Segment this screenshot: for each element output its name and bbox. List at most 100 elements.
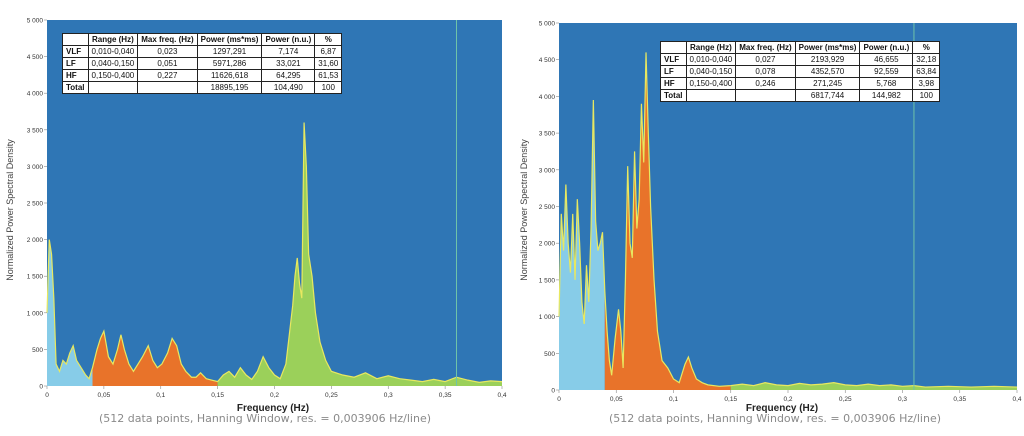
y-tick-label: 3 000: [539, 167, 556, 174]
table-cell: 2193,929: [794, 53, 861, 66]
table-row: HF 0,150-0,400 0,246 271,245 5,768 3,98: [660, 77, 941, 90]
x-tick-label: 0,15: [724, 396, 737, 403]
x-axis-label: Frequency (Hz): [745, 403, 819, 414]
y-tick-label: 0: [551, 388, 555, 395]
table-row: Total 6817,744 144,982 100: [660, 89, 941, 102]
y-tick-label: 1 000: [27, 310, 44, 317]
table-cell: 32,18: [912, 53, 941, 66]
y-tick-label: 4 000: [539, 94, 556, 101]
table-cell: [137, 81, 198, 94]
x-axis-label: Frequency (Hz): [236, 403, 310, 414]
table-cell: HF: [660, 77, 687, 90]
y-tick-label: 500: [544, 351, 555, 358]
table-cell: HF: [62, 69, 89, 82]
table-header-row: Range (Hz) Max freq. (Hz) Power (ms*ms) Pow…: [660, 41, 941, 54]
y-tick-label: 2 500: [539, 204, 556, 211]
table-row: VLF 0,010-0,040 0,023 1297,291 7,174 6,87: [62, 45, 343, 58]
y-tick-label: 4 500: [27, 54, 44, 61]
table-cell: 5971,286: [196, 57, 263, 70]
y-tick-label: 3 500: [539, 131, 556, 138]
y-tick-label: 5 000: [27, 18, 44, 25]
y-tick-label: 1 500: [27, 274, 44, 281]
y-tick-label: 2 000: [27, 237, 44, 244]
hrv-summary-table: Range (Hz) Max freq. (Hz) Power (ms*ms) Pow…: [660, 41, 941, 102]
chart-caption: (512 data points, Hanning Window, res. =…: [98, 412, 432, 425]
table-cell: 0,027: [735, 53, 796, 66]
chart-caption: (512 data points, Hanning Window, res. =…: [608, 412, 942, 425]
x-tick-label: 0,2: [783, 396, 792, 403]
table-header-cell: %: [912, 41, 941, 54]
table-row: LF 0,040-0,150 0,078 4352,570 92,559 63,84: [660, 65, 941, 78]
table-header-cell: Power (n.u.): [261, 33, 316, 46]
table-header-cell: Power (ms*ms): [196, 33, 263, 46]
x-tick-label: 0,1: [669, 396, 678, 403]
y-tick-label: 1 000: [539, 314, 556, 321]
table-cell: 0,246: [735, 77, 796, 90]
chart-panel-left: 0 500 1 000 1 500 2 000 2 500 3 000 3 500 4 000 4…: [0, 0, 510, 436]
y-axis-label: Normalized Power Spectral Density: [5, 139, 15, 281]
x-tick-label: 0: [45, 392, 49, 399]
table-header-cell: [62, 33, 89, 46]
chart-panel-right: 0 500 1 000 1 500 2 000 2 500 3 000 3 500 4 000 4…: [514, 0, 1024, 436]
table-cell: 0,040-0,150: [87, 57, 139, 70]
table-cell: [685, 89, 737, 102]
table-header-cell: Max freq. (Hz): [137, 33, 198, 46]
y-tick-label: 4 500: [539, 57, 556, 64]
table-header-cell: [660, 41, 687, 54]
table-row: VLF 0,010-0,040 0,027 2193,929 46,655 32,18: [660, 53, 941, 66]
table-cell: 0,010-0,040: [685, 53, 737, 66]
table-cell: 31,60: [314, 57, 343, 70]
table-header-row: Range (Hz) Max freq. (Hz) Power (ms*ms) Pow…: [62, 33, 343, 46]
table-cell: 63,84: [912, 65, 941, 78]
table-cell: Total: [660, 89, 687, 102]
table-cell: 0,051: [137, 57, 198, 70]
band-area-vlf: [559, 100, 605, 390]
table-cell: 92,559: [859, 65, 914, 78]
table-header-cell: Range (Hz): [685, 41, 737, 54]
x-tick-label: 0,35: [953, 396, 966, 403]
y-tick-label: 3 500: [27, 127, 44, 134]
hrv-summary-table: Range (Hz) Max freq. (Hz) Power (ms*ms) Pow…: [62, 33, 343, 94]
x-tick-label: 0,05: [610, 396, 623, 403]
table-cell: 144,982: [859, 89, 914, 102]
table-row: LF 0,040-0,150 0,051 5971,286 33,021 31,60: [62, 57, 343, 70]
table-cell: [735, 89, 796, 102]
table-cell: 6817,744: [794, 89, 861, 102]
y-tick-label: 0: [39, 384, 43, 391]
x-tick-label: 0,4: [497, 392, 506, 399]
y-tick-label: 1 500: [539, 277, 556, 284]
x-tick-label: 0,4: [1012, 396, 1021, 403]
y-tick-label: 2 500: [27, 201, 44, 208]
table-cell: 104,490: [261, 81, 316, 94]
x-tick-label: 0,25: [325, 392, 338, 399]
x-tick-label: 0,2: [270, 392, 279, 399]
table-cell: 6,87: [314, 45, 343, 58]
table-cell: 61,53: [314, 69, 343, 82]
band-area-lf: [604, 52, 731, 391]
x-tick-label: 0,1: [156, 392, 165, 399]
x-tick-label: 0,25: [839, 396, 852, 403]
table-cell: 271,245: [794, 77, 861, 90]
table-header-cell: Max freq. (Hz): [735, 41, 796, 54]
table-cell: [87, 81, 139, 94]
table-header-cell: Power (n.u.): [859, 41, 914, 54]
table-cell: 7,174: [261, 45, 316, 58]
x-tick-label: 0,15: [211, 392, 224, 399]
table-cell: 1297,291: [196, 45, 263, 58]
y-tick-label: 2 000: [539, 241, 556, 248]
x-tick-label: 0,3: [898, 396, 907, 403]
table-cell: LF: [660, 65, 687, 78]
y-tick-label: 5 000: [539, 21, 556, 28]
table-cell: 4352,570: [794, 65, 861, 78]
table-cell: 0,227: [137, 69, 198, 82]
x-tick-label: 0: [557, 396, 561, 403]
table-cell: 46,655: [859, 53, 914, 66]
table-cell: LF: [62, 57, 89, 70]
psd-curve: [558, 52, 1018, 388]
x-tick-label: 0,3: [384, 392, 393, 399]
table-cell: 0,023: [137, 45, 198, 58]
table-cell: VLF: [660, 53, 687, 66]
table-cell: 100: [314, 81, 343, 94]
y-tick-label: 500: [32, 347, 43, 354]
table-row: HF 0,150-0,400 0,227 11626,618 64,295 61,53: [62, 69, 343, 82]
